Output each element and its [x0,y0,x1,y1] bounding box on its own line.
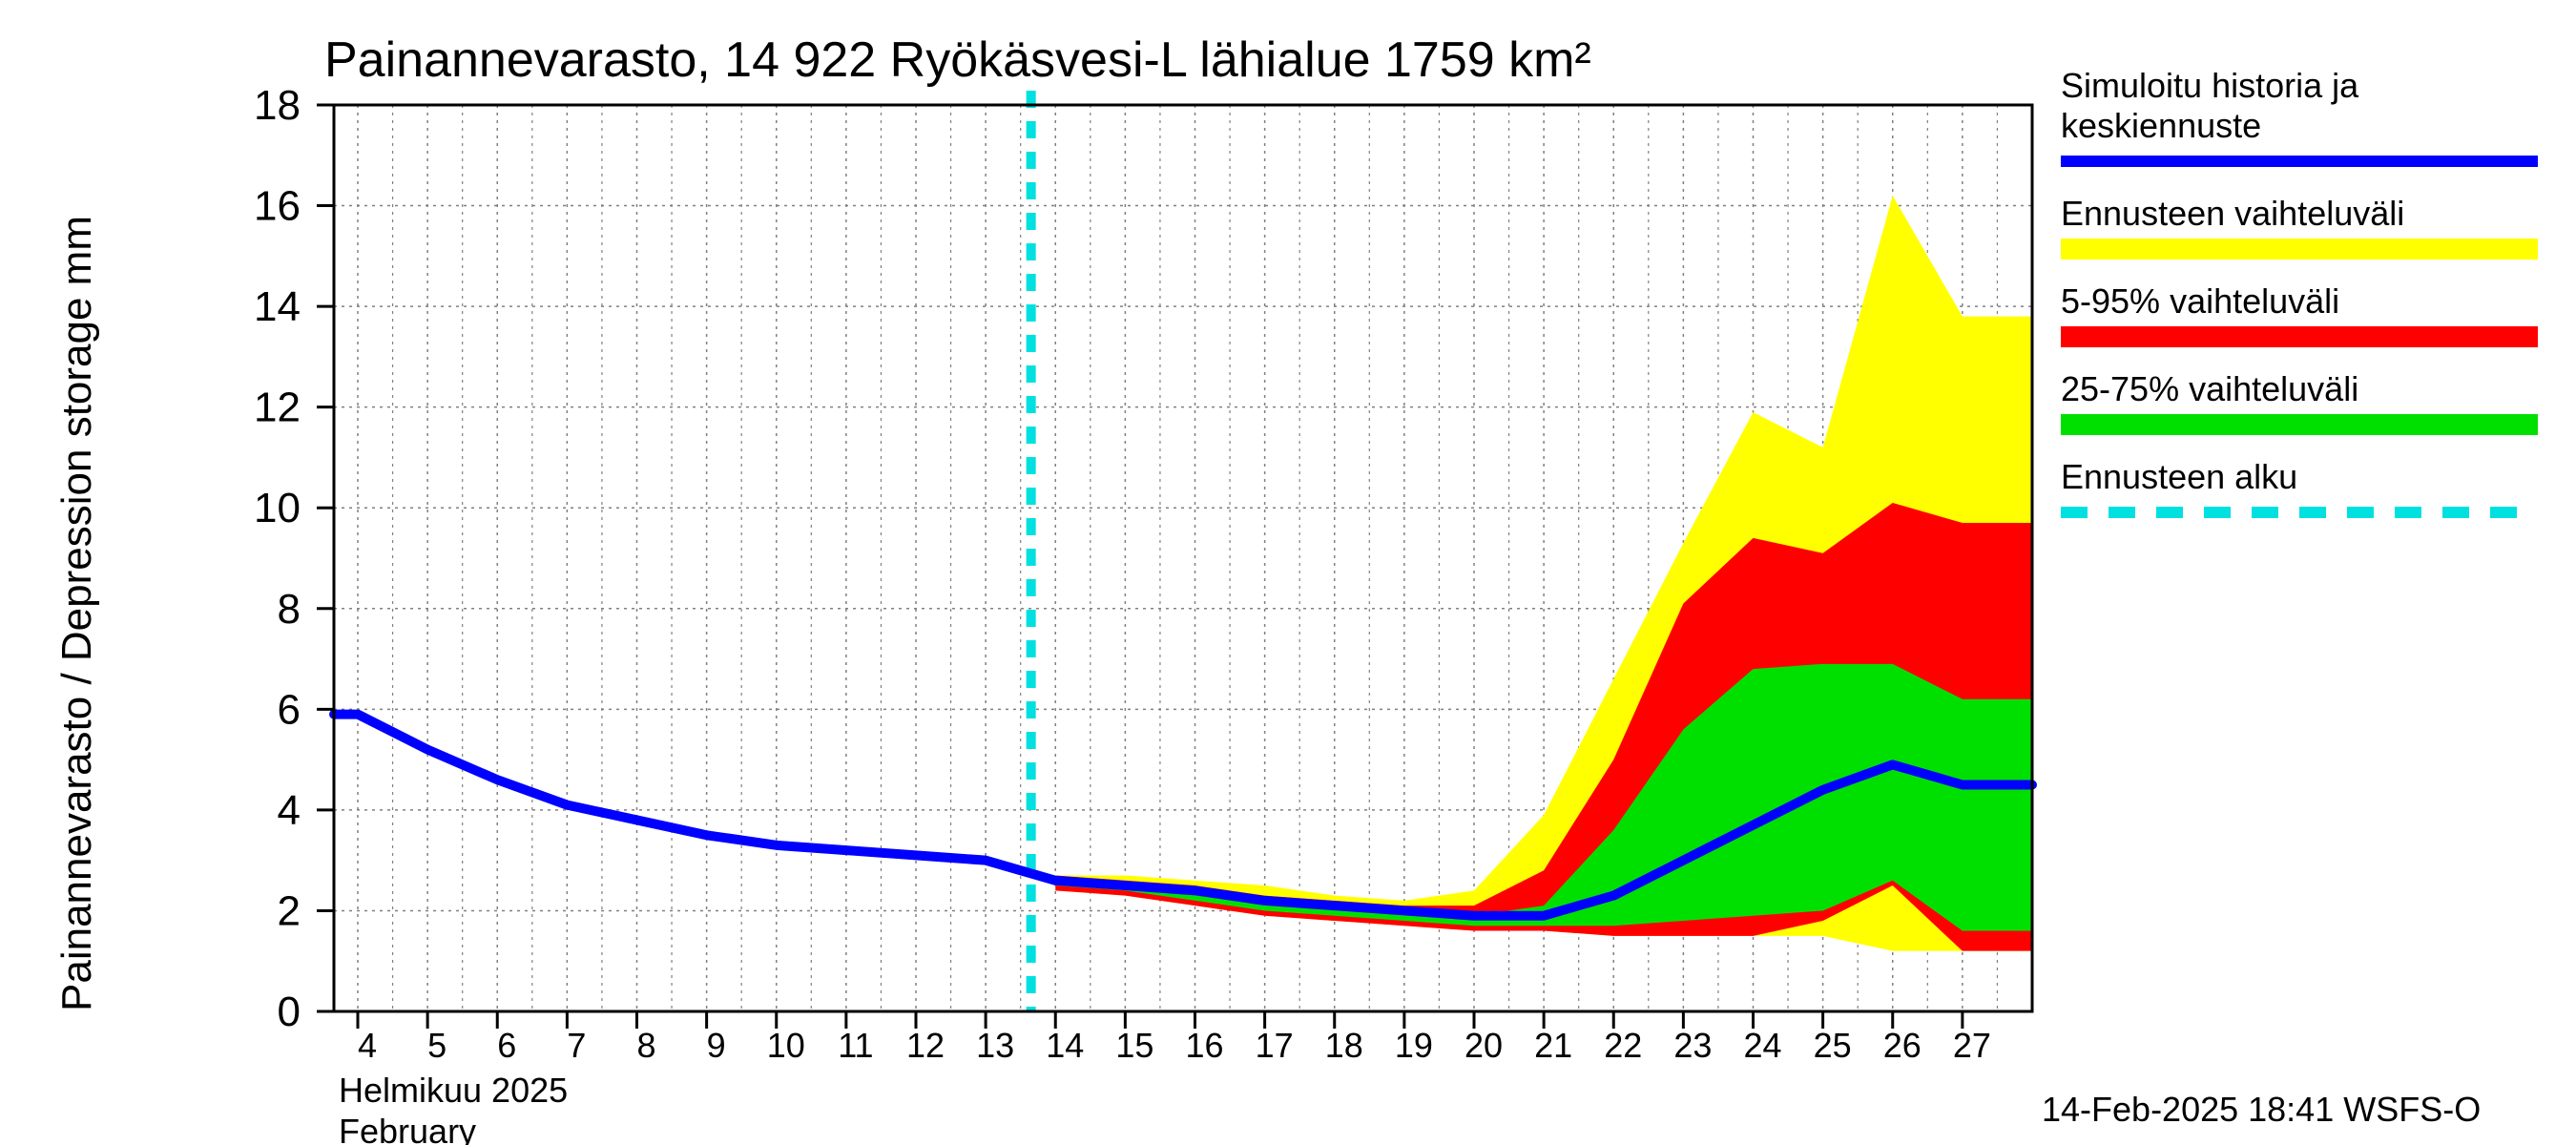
chart-title: Painannevarasto, 14 922 Ryökäsvesi-L läh… [324,32,1591,88]
legend-label: Simuloitu historia ja [2061,66,2359,105]
legend-swatch [2061,326,2538,347]
x-month-fi: Helmikuu 2025 [339,1071,568,1110]
chart-container: 0246810121416184567891011121314151617181… [0,0,2576,1145]
y-axis-label: Painannevarasto / Depression storage mm [53,216,100,1011]
x-tick-label: 11 [838,1026,873,1065]
x-tick-label: 22 [1604,1026,1642,1065]
x-tick-label: 17 [1256,1026,1294,1065]
x-tick-label: 15 [1115,1026,1153,1065]
x-tick-label: 6 [497,1026,516,1065]
y-tick-label: 2 [278,887,301,934]
legend-label: 25-75% vaihteluväli [2061,369,2358,408]
x-tick-label: 19 [1395,1026,1433,1065]
x-tick-label: 13 [976,1026,1014,1065]
legend-label: Ennusteen vaihteluväli [2061,194,2404,233]
legend-swatch [2061,414,2538,435]
x-tick-label: 26 [1883,1026,1922,1065]
legend-label: 5-95% vaihteluväli [2061,281,2339,321]
x-tick-label: 4 [358,1026,377,1065]
x-tick-label: 8 [636,1026,655,1065]
x-tick-label: 16 [1185,1026,1223,1065]
footer-timestamp: 14-Feb-2025 18:41 WSFS-O [2042,1090,2481,1129]
x-tick-label: 21 [1534,1026,1572,1065]
x-tick-label: 27 [1953,1026,1991,1065]
legend-swatch [2061,239,2538,260]
x-tick-label: 23 [1673,1026,1712,1065]
x-tick-label: 9 [707,1026,726,1065]
x-tick-label: 5 [427,1026,447,1065]
y-tick-label: 0 [278,989,301,1035]
y-tick-label: 6 [278,686,301,733]
y-tick-label: 18 [254,82,301,129]
x-tick-label: 10 [767,1026,805,1065]
y-tick-label: 4 [278,787,301,834]
y-tick-label: 12 [254,385,301,431]
x-tick-label: 25 [1814,1026,1852,1065]
x-tick-label: 20 [1465,1026,1503,1065]
x-month-en: February [339,1112,476,1145]
legend-label: Ennusteen alku [2061,457,2297,496]
x-tick-label: 12 [906,1026,945,1065]
chart-svg: 0246810121416184567891011121314151617181… [0,0,2576,1145]
y-tick-label: 8 [278,586,301,633]
x-tick-label: 18 [1325,1026,1363,1065]
legend-label: keskiennuste [2061,106,2261,145]
x-tick-label: 14 [1046,1026,1084,1065]
y-tick-label: 14 [254,283,301,330]
x-tick-label: 7 [567,1026,586,1065]
y-tick-label: 16 [254,183,301,230]
x-tick-label: 24 [1743,1026,1781,1065]
y-tick-label: 10 [254,485,301,531]
